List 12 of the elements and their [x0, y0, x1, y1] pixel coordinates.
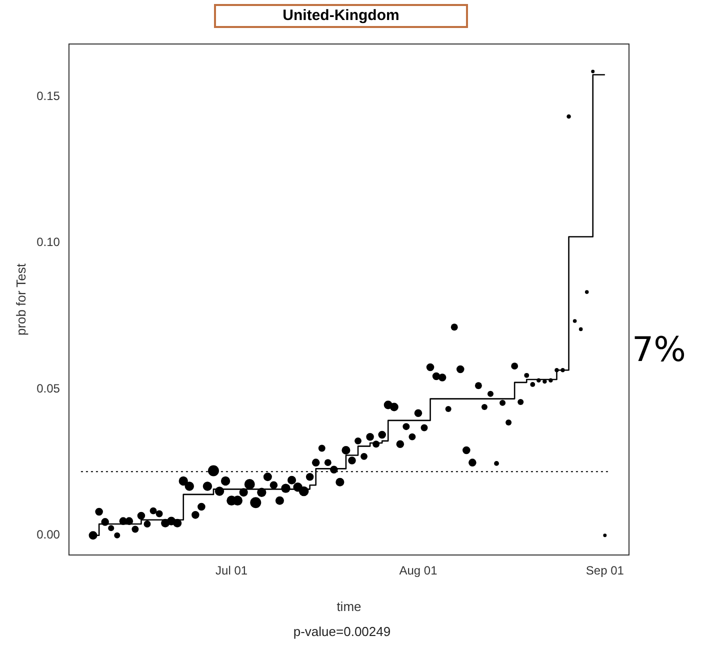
y-tick-label: 0.05	[36, 381, 60, 396]
x-axis-title: time	[336, 598, 362, 614]
y-tick-label: 0.15	[36, 88, 60, 103]
text: p-value=0.00249	[292, 624, 392, 639]
x-tick-label: Sep 01	[586, 564, 624, 578]
y-tick-label: 0.00	[36, 528, 60, 542]
y-tick-label: 0.10	[36, 235, 60, 250]
text: 7%	[632, 330, 686, 370]
chart-title: United-Kingdom	[214, 4, 468, 28]
x-tick-label: Aug 01	[399, 564, 438, 578]
y-axis-title: prob for Test	[13, 263, 28, 336]
x-tick-label: Jul 01	[216, 564, 248, 578]
